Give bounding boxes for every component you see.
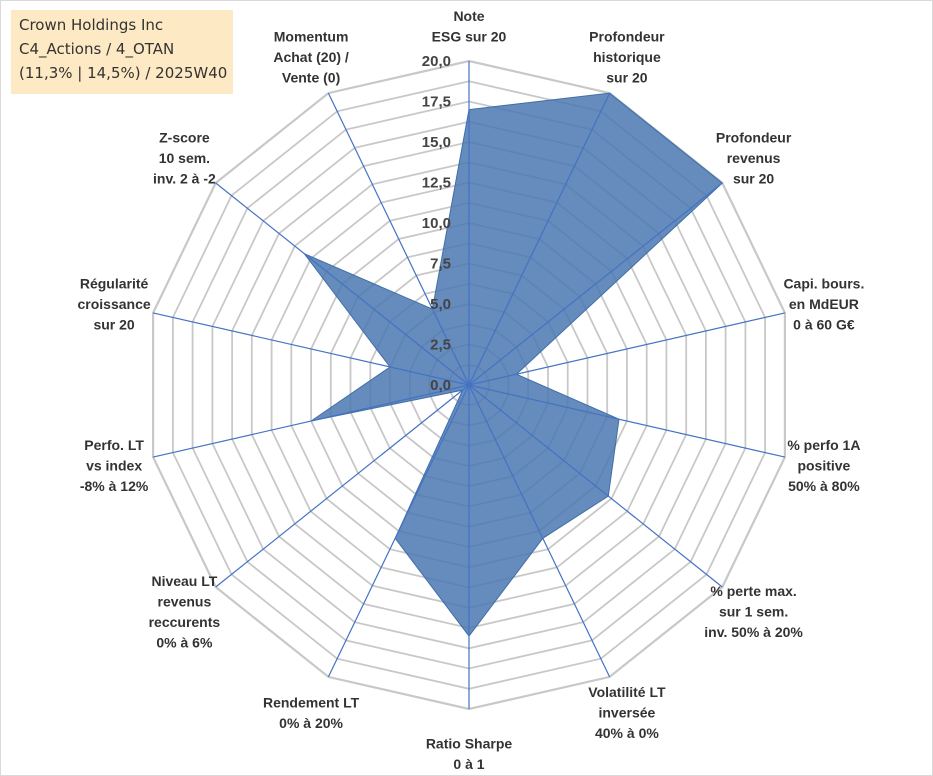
tick-label: 17,5 (422, 94, 451, 111)
tick-label: 15,0 (422, 134, 451, 151)
axis-label-line: 40% à 0% (595, 725, 659, 741)
axis-label-line: historique (593, 49, 661, 65)
axis-label-line: Profondeur (589, 28, 665, 44)
axis-spoke (468, 384, 611, 678)
axis-label-line: reccurents (149, 614, 221, 630)
axis-spoke (468, 384, 723, 588)
axis-label-line: 0 à 1 (453, 756, 484, 772)
axis-spoke (327, 92, 470, 386)
axis-label-line: 0 à 60 G€ (793, 316, 855, 332)
axis-label-line: Ratio Sharpe (426, 736, 513, 752)
company-name: Crown Holdings Inc (19, 16, 164, 34)
axis-spoke (215, 384, 470, 588)
performance-stats: (11,3% | 14,5%) / 2025W40 (19, 64, 228, 82)
axis-label: Niveau LT revenus reccurents 0% à 6% (149, 573, 221, 651)
tick-label: 7,5 (430, 256, 451, 273)
axis-label-line: inv. 50% à 20% (704, 624, 803, 640)
axis-label-line: 50% à 80% (788, 478, 860, 494)
axis-label-line: sur 1 sem. (719, 604, 788, 620)
axis-label: Z-score 10 sem. inv. 2 à -2 (153, 129, 216, 186)
axis-label-line: sur 20 (733, 170, 774, 186)
axis-spoke (152, 384, 470, 458)
axis-label: Régularité croissance sur 20 (78, 275, 151, 332)
axis-spoke (327, 384, 470, 678)
tick-label: 10,0 (422, 215, 451, 232)
axis-label-line: croissance (78, 296, 151, 312)
axis-label-line: Régularité (80, 275, 149, 291)
axis-label-line: % perte max. (710, 583, 796, 599)
axis-label-line: revenus (158, 594, 212, 610)
axis-label: Capi. bours. en MdEUR 0 à 60 G€ (783, 275, 864, 332)
axis-label-line: Achat (20) / (273, 49, 349, 65)
axis-label: Profondeur revenus sur 20 (716, 129, 792, 186)
axis-label-line: Perfo. LT (84, 437, 144, 453)
axis-label-line: Momentum (274, 28, 349, 44)
tick-label: 2,5 (430, 337, 451, 354)
tick-label: 20,0 (422, 53, 451, 70)
axis-label-line: -8% à 12% (80, 478, 149, 494)
axis-label-line: inversée (598, 705, 655, 721)
axis-label-line: 0% à 20% (279, 715, 343, 731)
axis-label-line: % perfo 1A (787, 437, 860, 453)
tick-label: 5,0 (430, 296, 451, 313)
axis-label: Ratio Sharpe 0 à 1 (426, 736, 513, 773)
axis-label: Note ESG sur 20 (432, 8, 507, 45)
axis-label-line: inv. 2 à -2 (153, 170, 216, 186)
axis-spoke (468, 384, 786, 458)
axis-label-line: ESG sur 20 (432, 29, 507, 45)
axis-label-line: Z-score (159, 129, 210, 145)
info-box: Crown Holdings Inc C4_Actions / 4_OTAN (… (11, 10, 233, 94)
axis-label: % perte max. sur 1 sem. inv. 50% à 20% (704, 583, 803, 640)
axis-label-line: Rendement LT (263, 695, 360, 711)
axis-label-line: Volatilité LT (588, 684, 666, 700)
axis-spoke (468, 182, 723, 386)
axis-spoke (468, 92, 611, 386)
axis-label-line: en MdEUR (789, 296, 859, 312)
axis-label-line: Note (453, 8, 484, 24)
axis-label-line: vs index (86, 458, 142, 474)
axis-label-line: Niveau LT (151, 573, 217, 589)
axis-spoke (152, 312, 470, 386)
axis-label: % perfo 1A positive 50% à 80% (787, 437, 860, 494)
tick-label: 12,5 (422, 175, 451, 192)
axis-spoke (468, 312, 786, 386)
fund-category: C4_Actions / 4_OTAN (19, 40, 175, 58)
axis-label-line: Capi. bours. (783, 275, 864, 291)
axis-label-line: Vente (0) (282, 69, 340, 85)
axis-label-line: positive (797, 458, 850, 474)
axis-label-line: Profondeur (716, 129, 792, 145)
axis-label-line: 0% à 6% (156, 635, 213, 651)
axis-label-line: 10 sem. (159, 150, 210, 166)
tick-label: 0,0 (430, 377, 451, 394)
axis-label: Momentum Achat (20) / Vente (0) (273, 28, 349, 85)
axis-label-line: sur 20 (93, 316, 134, 332)
axis-label: Perfo. LT vs index -8% à 12% (80, 437, 149, 494)
axis-spoke (215, 182, 470, 386)
axis-label: Rendement LT 0% à 20% (263, 695, 360, 732)
axis-label: Volatilité LT inversée 40% à 0% (588, 684, 666, 741)
axis-label-line: revenus (727, 150, 781, 166)
axis-label: Profondeur historique sur 20 (589, 28, 665, 85)
axis-label-line: sur 20 (606, 69, 647, 85)
